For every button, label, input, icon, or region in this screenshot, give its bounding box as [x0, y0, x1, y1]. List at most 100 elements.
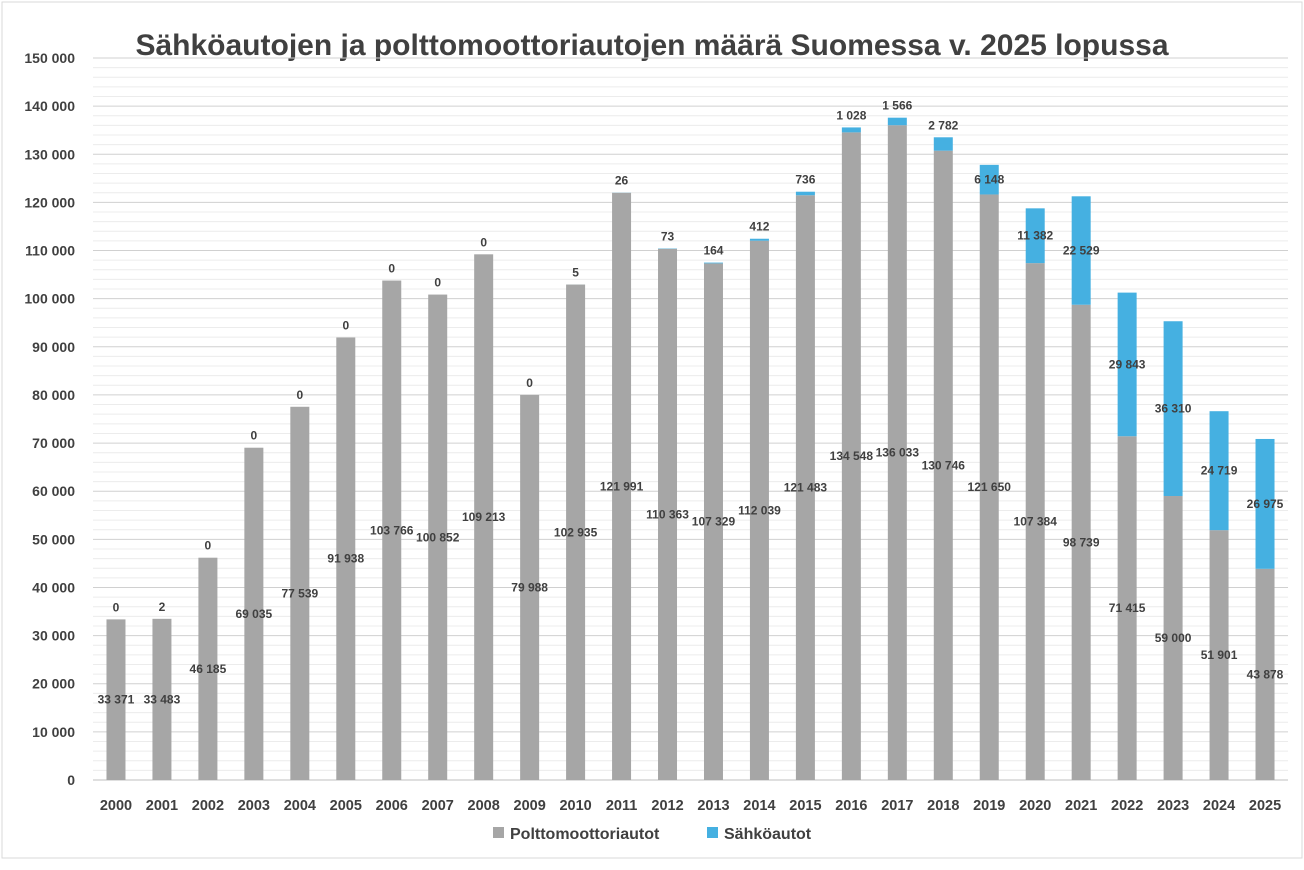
data-label-sahkoautot-2005: 0 — [342, 318, 349, 332]
data-label-polttomoottoriautot-2003: 69 035 — [236, 607, 273, 621]
legend-item-polttomoottoriautot: Polttomoottoriautot — [493, 826, 660, 843]
data-label-sahkoautot-2000: 0 — [113, 600, 120, 614]
bar-sahkoautot-2016 — [841, 127, 861, 133]
y-tick-label: 100 000 — [24, 291, 75, 307]
data-label-sahkoautot-2017: 1 566 — [882, 99, 912, 113]
bar-polttomoottoriautot-2014 — [749, 240, 769, 781]
bar-polttomoottoriautot-2022 — [1117, 436, 1137, 780]
data-label-polttomoottoriautot-2007: 100 852 — [416, 530, 460, 544]
y-tick-label: 150 000 — [24, 50, 75, 66]
data-label-sahkoautot-2009: 0 — [526, 376, 533, 390]
bar-polttomoottoriautot-2020 — [1025, 263, 1045, 780]
data-label-polttomoottoriautot-2012: 110 363 — [646, 507, 689, 521]
x-tick-label: 2014 — [743, 798, 775, 814]
data-label-polttomoottoriautot-2013: 107 329 — [692, 515, 736, 529]
bar-sahkoautot-2019 — [979, 164, 999, 195]
bar-sahkoautot-2022 — [1117, 292, 1137, 437]
data-label-polttomoottoriautot-2000: 33 371 — [98, 693, 135, 707]
legend-swatch-sahkoautot — [707, 827, 718, 838]
legend-label-sahkoautot: Sähköautot — [724, 826, 812, 843]
bar-polttomoottoriautot-2008 — [474, 254, 494, 781]
data-label-polttomoottoriautot-2017: 136 033 — [876, 446, 920, 460]
data-label-sahkoautot-2006: 0 — [388, 262, 395, 276]
data-label-polttomoottoriautot-2025: 43 878 — [1247, 667, 1284, 681]
bar-polttomoottoriautot-2013 — [703, 263, 723, 780]
data-labels: 33 371 0 33 483 2 46 185 0 69 035 0 77 539 0 91 93… — [98, 99, 1284, 707]
bar-polttomoottoriautot-2018 — [933, 150, 953, 781]
data-label-polttomoottoriautot-2016: 134 548 — [830, 449, 874, 463]
bar-sahkoautot-2013 — [703, 262, 723, 264]
y-tick-label: 40 000 — [32, 579, 75, 595]
data-label-polttomoottoriautot-2018: 130 746 — [922, 458, 966, 472]
y-tick-label: 30 000 — [32, 628, 75, 644]
bar-polttomoottoriautot-2021 — [1071, 304, 1091, 780]
x-axis-ticks: 2000 2001 2002 2003 2004 2005 2006 2007 2008 2009… — [100, 798, 1281, 814]
data-label-polttomoottoriautot-2023: 59 000 — [1155, 631, 1192, 645]
data-label-sahkoautot-2018: 2 782 — [928, 118, 958, 132]
data-label-polttomoottoriautot-2014: 112 039 — [738, 503, 781, 517]
data-label-sahkoautot-2014: 412 — [749, 220, 769, 234]
bar-polttomoottoriautot-2009 — [520, 394, 540, 780]
y-tick-label: 20 000 — [32, 676, 75, 692]
bar-polttomoottoriautot-2006 — [382, 280, 402, 780]
x-tick-label: 2010 — [559, 798, 591, 814]
data-label-sahkoautot-2010: 5 — [572, 266, 579, 280]
bar-sahkoautot-2015 — [795, 191, 815, 196]
data-label-polttomoottoriautot-2022: 71 415 — [1109, 601, 1146, 615]
data-label-sahkoautot-2015: 736 — [795, 173, 815, 187]
chart-title: Sähköautojen ja polttomoottoriautojen mä… — [135, 29, 1168, 62]
x-tick-label: 2023 — [1157, 798, 1189, 814]
data-label-polttomoottoriautot-2004: 77 539 — [281, 586, 318, 600]
bar-polttomoottoriautot-2023 — [1163, 496, 1183, 780]
x-tick-label: 2012 — [651, 798, 683, 814]
x-tick-label: 2002 — [192, 798, 224, 814]
x-tick-label: 2007 — [422, 798, 454, 814]
x-tick-label: 2006 — [376, 798, 408, 814]
bar-polttomoottoriautot-2005 — [336, 337, 356, 780]
bar-polttomoottoriautot-2012 — [658, 248, 678, 781]
bar-polttomoottoriautot-2000 — [106, 619, 126, 780]
bar-sahkoautot-2018 — [933, 137, 953, 151]
bar-polttomoottoriautot-2015 — [795, 195, 815, 780]
y-tick-label: 90 000 — [32, 339, 75, 355]
legend-label-polttomoottoriautot: Polttomoottoriautot — [510, 826, 660, 843]
bar-polttomoottoriautot-2017 — [887, 125, 907, 780]
bar-polttomoottoriautot-2003 — [244, 447, 264, 780]
x-tick-label: 2016 — [835, 798, 867, 814]
data-label-sahkoautot-2019: 6 148 — [974, 173, 1004, 187]
bar-sahkoautot-2014 — [749, 238, 769, 241]
bar-sahkoautot-2021 — [1071, 196, 1091, 305]
x-tick-label: 2020 — [1019, 798, 1051, 814]
data-label-polttomoottoriautot-2015: 121 483 — [784, 481, 828, 495]
bar-polttomoottoriautot-2016 — [841, 132, 861, 781]
legend-swatch-polttomoottoriautot — [493, 827, 504, 838]
data-label-sahkoautot-2016: 1 028 — [836, 108, 866, 122]
bar-polttomoottoriautot-2024 — [1209, 530, 1229, 780]
bar-polttomoottoriautot-2007 — [428, 294, 448, 780]
y-tick-label: 120 000 — [24, 194, 75, 210]
x-tick-label: 2022 — [1111, 798, 1143, 814]
data-label-polttomoottoriautot-2019: 121 650 — [968, 480, 1012, 494]
y-tick-label: 0 — [67, 772, 75, 788]
legend: Polttomoottoriautot Sähköautot — [493, 826, 812, 843]
x-tick-label: 2017 — [881, 798, 913, 814]
bar-sahkoautot-2025 — [1255, 438, 1275, 569]
y-tick-label: 60 000 — [32, 483, 75, 499]
data-label-sahkoautot-2001: 2 — [159, 600, 166, 614]
x-tick-label: 2018 — [927, 798, 959, 814]
bar-polttomoottoriautot-2001 — [152, 618, 172, 780]
data-label-sahkoautot-2011: 26 — [615, 174, 629, 188]
x-tick-label: 2011 — [606, 798, 637, 814]
bar-polttomoottoriautot-2004 — [290, 406, 310, 780]
data-label-sahkoautot-2021: 22 529 — [1063, 244, 1100, 258]
data-label-polttomoottoriautot-2009: 79 988 — [511, 580, 548, 594]
data-label-polttomoottoriautot-2020: 107 384 — [1014, 515, 1058, 529]
bar-sahkoautot-2020 — [1025, 208, 1045, 264]
bar-polttomoottoriautot-2010 — [566, 284, 586, 780]
data-label-polttomoottoriautot-2021: 98 739 — [1063, 535, 1100, 549]
x-tick-label: 2024 — [1203, 798, 1235, 814]
x-tick-label: 2000 — [100, 798, 132, 814]
data-label-sahkoautot-2023: 36 310 — [1155, 402, 1192, 416]
